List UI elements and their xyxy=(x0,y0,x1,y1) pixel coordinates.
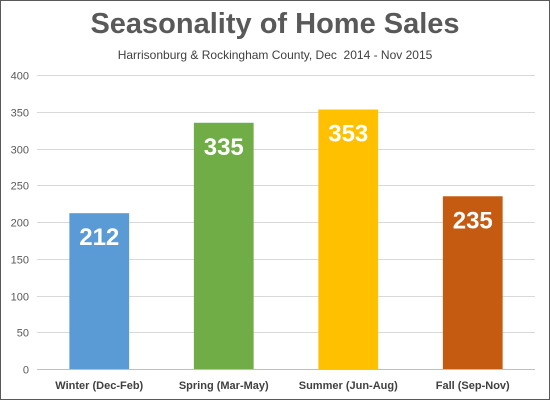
bar xyxy=(69,213,130,369)
y-tick-label: 0 xyxy=(23,365,29,377)
y-tick-label: 50 xyxy=(17,328,29,340)
data-label: 212 xyxy=(79,224,119,251)
data-label: 353 xyxy=(328,121,368,148)
data-label: 335 xyxy=(204,134,244,161)
x-tick-label: Spring (Mar-May) xyxy=(179,380,269,392)
y-tick-label: 250 xyxy=(11,181,29,193)
y-tick-label: 400 xyxy=(11,71,29,83)
x-tick-label: Summer (Jun-Aug) xyxy=(299,380,398,392)
y-tick-label: 150 xyxy=(11,255,29,267)
y-tick-label: 100 xyxy=(11,292,29,304)
y-tick-label: 200 xyxy=(11,218,29,230)
bar xyxy=(193,122,254,370)
x-tick-label: Fall (Sep-Nov) xyxy=(436,380,510,392)
data-label: 235 xyxy=(453,207,493,234)
chart-subtitle: Harrisonburg & Rockingham County, Dec 20… xyxy=(117,48,433,62)
y-tick-label: 350 xyxy=(11,108,29,120)
bar xyxy=(318,109,379,370)
y-tick-label: 300 xyxy=(11,145,29,157)
bar xyxy=(442,196,503,369)
x-tick-label: Winter (Dec-Feb) xyxy=(55,380,143,392)
chart-title: Seasonality of Home Sales xyxy=(90,8,460,40)
